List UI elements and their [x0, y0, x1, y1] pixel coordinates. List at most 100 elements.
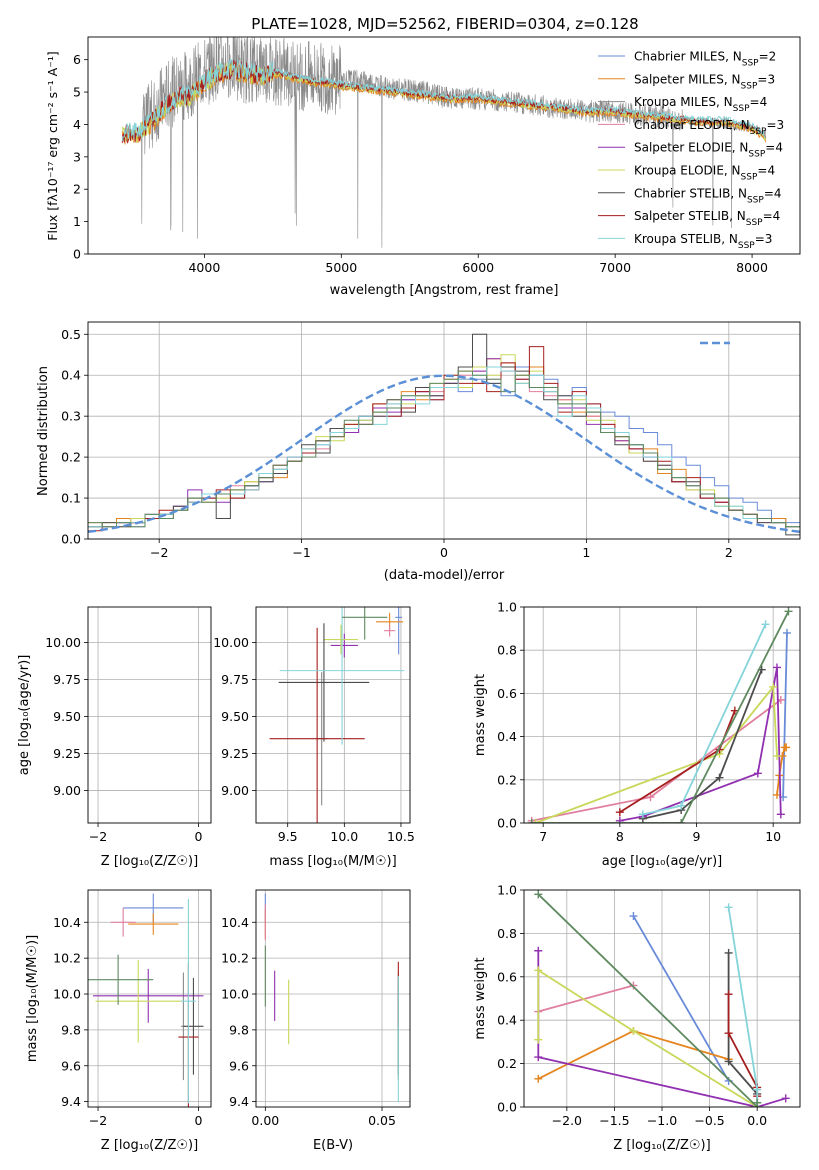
series-marker: [629, 981, 638, 990]
y-tick-label: 0.3: [61, 409, 81, 424]
x-tick-label: 8000: [736, 260, 768, 275]
x-tick-label: 10.5: [387, 829, 415, 844]
y-tick-label: 0.4: [497, 729, 517, 744]
series-marker: [629, 912, 638, 921]
error-bar-point: [395, 607, 403, 655]
y-tick-label: 9.50: [221, 709, 249, 724]
series-line: [537, 968, 758, 1107]
series-marker: [782, 743, 791, 752]
series-marker: [629, 1027, 638, 1036]
y-tick-label: 4: [73, 117, 81, 132]
x-tick-label: −1.0: [647, 1113, 677, 1128]
series-marker: [534, 1053, 543, 1062]
x-axis-label: Z [log₁₀(Z/Z☉)]: [101, 1138, 198, 1153]
error-bar-point: [181, 591, 191, 754]
legend-label: Chabrier STELIB, NSSP=4: [634, 186, 782, 205]
series-line: [538, 984, 634, 1013]
error-bar-point: [330, 633, 358, 658]
x-axis-label: mass [log₁₀(M/M☉)]: [269, 854, 396, 869]
y-tick-label: 9.6: [229, 1058, 249, 1073]
series-marker: [534, 946, 543, 955]
series-marker: [776, 810, 785, 819]
plot-area: [88, 591, 203, 820]
series-marker: [615, 816, 624, 823]
y-axis-label: mass weight: [473, 957, 488, 1039]
error-bar-point: [181, 657, 191, 820]
y-tick-label: 1: [73, 214, 81, 229]
x-tick-label: 10: [765, 829, 781, 844]
y-tick-label: 9.4: [229, 1094, 249, 1109]
y-tick-label: 0.8: [497, 926, 517, 941]
plot-area: [88, 333, 800, 536]
x-axis-label: E(B-V): [313, 1138, 353, 1153]
series-marker: [724, 903, 733, 912]
data-spectrum-line: [121, 37, 766, 248]
error-bar-point: [269, 627, 365, 823]
series-marker: [724, 990, 733, 999]
x-axis-label: Z [log₁₀(Z/Z☉)]: [101, 854, 198, 869]
legend-label: Salpeter MILES, NSSP=3: [634, 72, 775, 91]
y-tick-label: 5: [73, 85, 81, 100]
axes-frame: [255, 889, 411, 1108]
y-tick-label: 9.00: [53, 783, 81, 798]
error-bar-point: [88, 954, 154, 1005]
y-tick-label: 0.6: [497, 686, 517, 701]
axes-panel-3: −2 0 9.00 9.25 9.50 9.75 10.00 Z [log₁₀(Z/Z☉)] a…: [17, 591, 212, 869]
y-tick-label: 9.4: [61, 1094, 81, 1109]
plot-area: [534, 890, 790, 1107]
legend-label: Chabrier ELODIE, NSSP=3: [634, 118, 784, 137]
error-bar-point: [106, 632, 181, 650]
error-bar-point: [176, 608, 201, 756]
y-tick-label: 3: [73, 149, 81, 164]
x-axis-label: wavelength [Angstrom, rest frame]: [330, 283, 559, 298]
x-tick-label: 7: [539, 829, 547, 844]
axes-panel-8: −2.0 −1.5 −1.0 −0.5 0.0 0.0 0.2 0.4 0.6 0.8 1.0 Z […: [473, 883, 801, 1153]
y-tick-label: 10.00: [45, 635, 81, 650]
series-line: [537, 893, 759, 1107]
y-tick-label: 0.0: [61, 532, 81, 547]
axes-frame: [523, 889, 801, 1108]
y-tick-label: 10.00: [213, 635, 249, 650]
error-bar-point: [128, 913, 179, 935]
axes-frame: [87, 321, 801, 540]
series-marker: [638, 810, 647, 819]
legend-label: Kroupa MILES, NSSP=4: [634, 95, 767, 114]
error-bar-point: [103, 634, 193, 658]
y-tick-label: 0.0: [497, 816, 517, 831]
error-bar-point: [180, 898, 196, 1104]
series-marker: [534, 1074, 543, 1083]
series-marker: [724, 1057, 733, 1066]
x-tick-label: 8: [616, 829, 624, 844]
axes-panel-1: 4000 5000 6000 7000 8000 0 1 2 3 4 5 6 wavelength [A…: [45, 36, 801, 298]
series-line: [531, 610, 790, 823]
y-tick-label: 9.25: [53, 746, 81, 761]
y-tick-label: 9.6: [61, 1058, 81, 1073]
y-tick-label: 9.8: [229, 1022, 249, 1037]
y-tick-label: 10.4: [221, 915, 249, 930]
error-bar-point: [128, 617, 178, 632]
series-marker: [773, 663, 781, 672]
x-tick-label: −2: [89, 829, 107, 844]
y-tick-label: 0.4: [61, 368, 81, 383]
axes-panel-4: 9.5 10.0 10.5 9.00 9.25 9.50 9.75 10.00 mass [lo…: [213, 606, 415, 869]
plot-area: [264, 893, 399, 1102]
series-line: [642, 669, 763, 820]
x-tick-label: 9.5: [278, 829, 298, 844]
x-axis-label: (data-model)/error: [384, 568, 505, 583]
y-tick-label: 6: [73, 52, 81, 67]
y-tick-label: 0: [73, 247, 81, 262]
error-bar-point: [93, 610, 203, 628]
error-bar-point: [88, 597, 158, 638]
axes-panel-5: 7 8 9 10 0.0 0.2 0.4 0.6 0.8 1.0 age [log₁₀(age/yr…: [473, 600, 801, 869]
plot-area: [88, 893, 204, 1107]
axes-frame: [523, 606, 801, 824]
y-axis-label: Normed distribution: [36, 366, 51, 496]
series-line: [727, 994, 759, 1097]
y-tick-label: 9.8: [61, 1022, 81, 1037]
y-tick-label: 0.2: [497, 772, 517, 787]
x-tick-label: 6000: [462, 260, 494, 275]
plot-area: [269, 607, 405, 823]
series-marker: [784, 607, 793, 616]
y-tick-label: 0.4: [497, 1013, 517, 1028]
y-tick-label: 0.6: [497, 969, 517, 984]
